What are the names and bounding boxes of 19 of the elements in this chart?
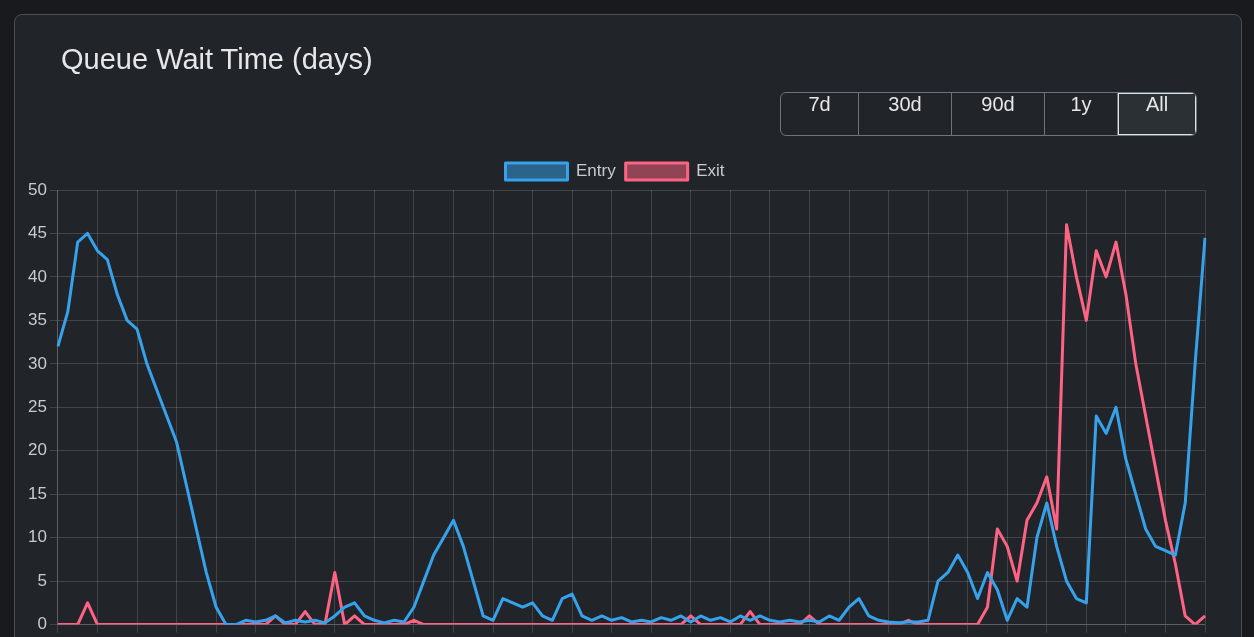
y-tick-label: 45 (27, 223, 47, 243)
text: All (1117, 93, 1196, 135)
text: 7d (807, 93, 832, 117)
y-tick-label: 5 (37, 570, 47, 590)
text: 1y (1044, 93, 1117, 135)
y-tick-label: 0 (37, 614, 47, 634)
y-tick-label: 15 (27, 483, 47, 503)
text: 90d (951, 93, 1044, 135)
y-tick-label: 30 (27, 353, 47, 373)
y-tick-label: 20 (27, 440, 47, 460)
y-tick-label: 35 (27, 310, 47, 330)
legend-label: Entry (575, 161, 617, 181)
y-tick-label: 50 (27, 179, 47, 199)
y-tick-label: 10 (27, 527, 47, 547)
text: 30d (858, 93, 951, 135)
y-tick-label: 25 (27, 396, 47, 416)
chart-title: Queue Wait Time (days) (61, 43, 373, 76)
y-tick-label: 40 (27, 266, 47, 286)
legend-label: Exit (696, 161, 725, 181)
